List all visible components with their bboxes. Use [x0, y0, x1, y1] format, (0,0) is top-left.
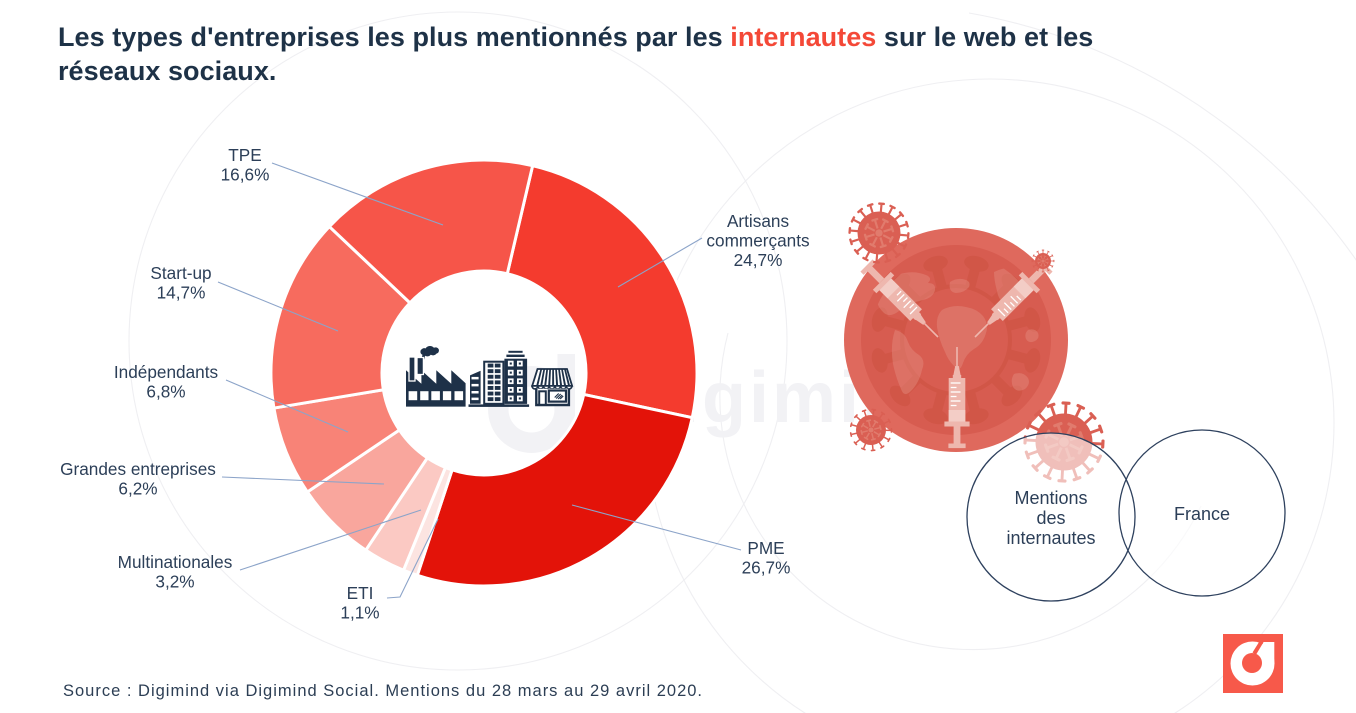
svg-text:14,7%: 14,7% — [157, 283, 206, 303]
svg-text:Start-up: Start-up — [150, 263, 211, 283]
svg-text:1,1%: 1,1% — [340, 603, 379, 623]
svg-text:réseaux sociaux.: réseaux sociaux. — [58, 56, 276, 86]
svg-text:3,2%: 3,2% — [155, 572, 194, 592]
svg-text:24,7%: 24,7% — [734, 250, 783, 270]
svg-text:TPE: TPE — [228, 145, 261, 165]
svg-text:Source : Digimind via Digimind: Source : Digimind via Digimind Social. M… — [63, 682, 703, 700]
svg-text:internautes: internautes — [1006, 528, 1095, 548]
svg-text:26,7%: 26,7% — [742, 558, 791, 578]
svg-text:Grandes entreprises: Grandes entreprises — [60, 459, 216, 479]
svg-text:Multinationales: Multinationales — [118, 552, 233, 572]
svg-text:Les types d'entreprises les pl: Les types d'entreprises les plus mention… — [58, 22, 1093, 52]
svg-text:6,2%: 6,2% — [118, 479, 157, 499]
svg-text:des: des — [1036, 508, 1065, 528]
svg-text:Mentions: Mentions — [1014, 488, 1087, 508]
svg-text:France: France — [1174, 504, 1230, 524]
svg-text:commerçants: commerçants — [706, 231, 809, 251]
svg-text:Artisans: Artisans — [727, 211, 789, 231]
svg-text:6,8%: 6,8% — [146, 382, 185, 402]
svg-text:ETI: ETI — [347, 583, 374, 603]
svg-text:PME: PME — [747, 538, 784, 558]
svg-text:16,6%: 16,6% — [221, 165, 270, 185]
svg-text:Indépendants: Indépendants — [114, 362, 218, 382]
